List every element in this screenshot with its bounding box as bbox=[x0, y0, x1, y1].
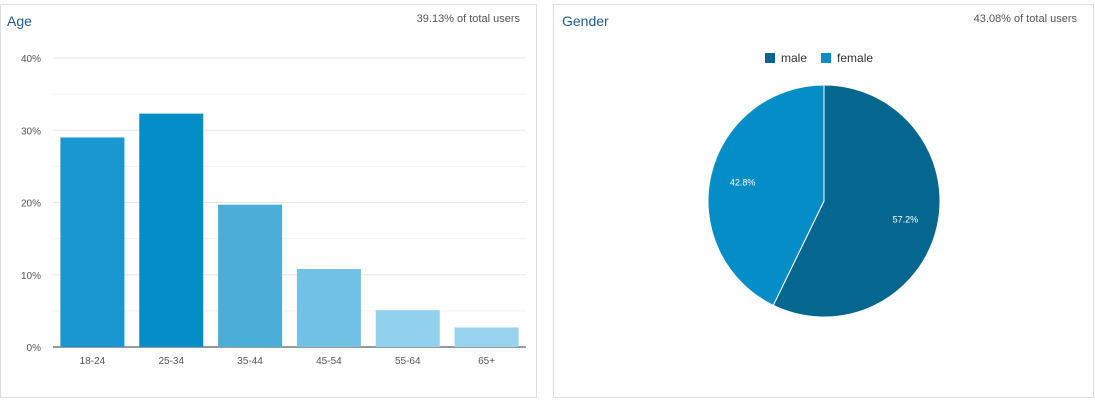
x-tick-label: 55-64 bbox=[395, 356, 421, 367]
legend-swatch-male bbox=[765, 53, 775, 63]
y-tick-label: 0% bbox=[27, 343, 42, 354]
y-tick-label: 30% bbox=[21, 126, 41, 137]
bar-35-44 bbox=[218, 204, 283, 347]
age-card: Age 39.13% of total users 0% 10% 20% 30% 40%… bbox=[0, 4, 537, 398]
pie-slice-female bbox=[707, 84, 825, 306]
legend-label-female: female bbox=[837, 51, 874, 65]
bar-18-24 bbox=[60, 137, 125, 347]
legend-swatch-female bbox=[821, 53, 832, 63]
age-card-title: Age bbox=[7, 13, 32, 29]
x-tick-label: 45-54 bbox=[316, 356, 342, 367]
y-tick-label: 20% bbox=[21, 199, 41, 210]
gender-card-subtitle: 43.08% of total users bbox=[973, 13, 1077, 25]
bar-55-64 bbox=[375, 310, 440, 347]
legend-label-male: male bbox=[781, 51, 808, 65]
bar-45-54 bbox=[296, 268, 361, 347]
x-tick-label: 18-24 bbox=[80, 356, 106, 367]
y-tick-label: 10% bbox=[21, 271, 41, 282]
pie-slice-male bbox=[772, 84, 941, 318]
bar-25-34 bbox=[139, 113, 204, 347]
x-tick-label: 35-44 bbox=[237, 356, 263, 367]
x-tick-label: 65+ bbox=[478, 356, 495, 367]
pie-label-female: 42.8% bbox=[730, 177, 756, 187]
x-tick-label: 25-34 bbox=[158, 356, 184, 367]
age-card-subtitle: 39.13% of total users bbox=[416, 13, 520, 25]
bar-65+ bbox=[454, 327, 519, 347]
gender-pie-chart: 57.2% 42.8% bbox=[707, 84, 941, 318]
y-tick-label: 40% bbox=[21, 54, 41, 65]
age-bar-chart: 0% 10% 20% 30% 40% 18-24 25-34 35-44 45-54 55-64 6… bbox=[21, 54, 526, 367]
gender-card: Gender 43.08% of total users male female… bbox=[553, 4, 1094, 398]
gender-legend: male female bbox=[765, 51, 873, 65]
pie-label-male: 57.2% bbox=[893, 215, 919, 225]
gender-card-title: Gender bbox=[562, 13, 609, 29]
